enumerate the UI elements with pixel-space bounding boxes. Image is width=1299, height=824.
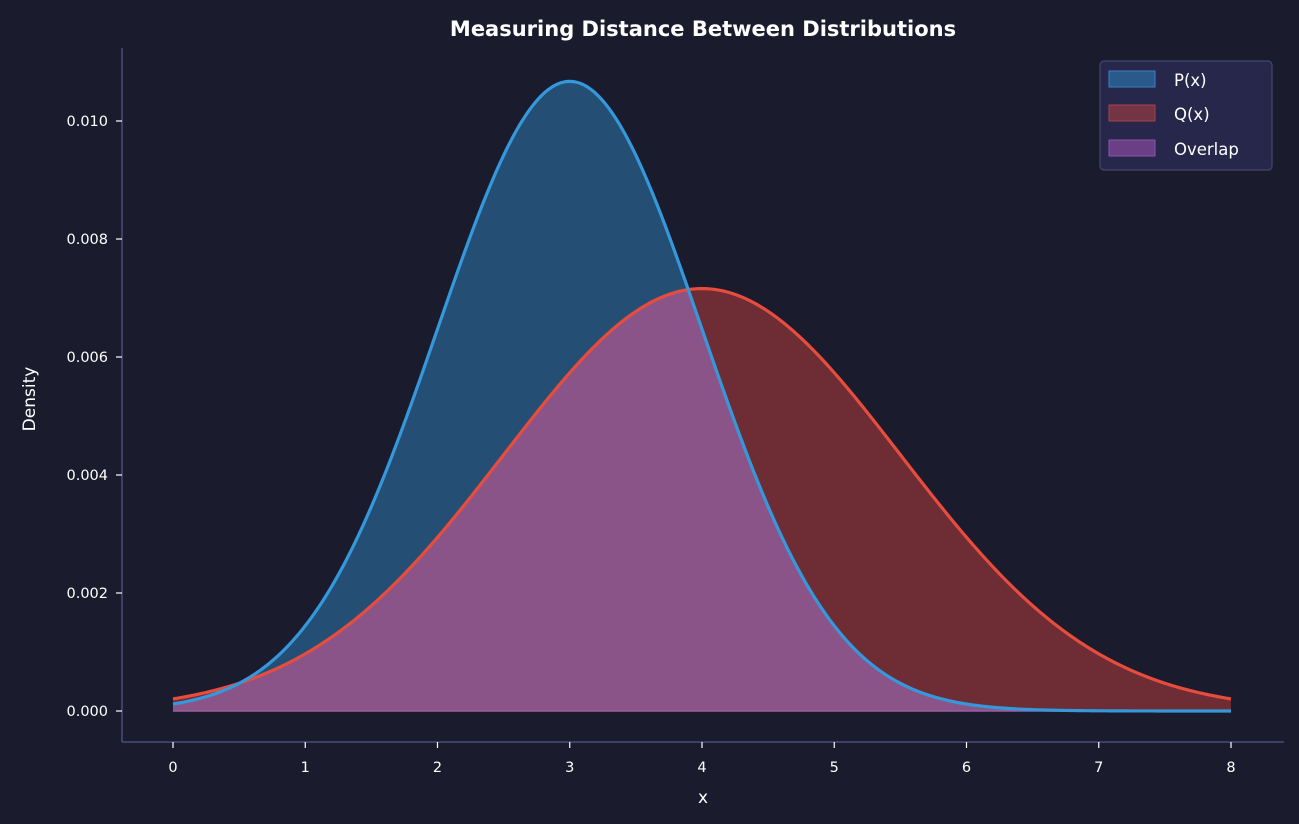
y-tick-label: 0.010: [66, 114, 108, 130]
legend-swatch-q: [1108, 104, 1156, 122]
legend-item-overlap: Overlap: [1108, 139, 1239, 159]
x-tick-label: 2: [433, 760, 442, 776]
y-axis-ticks: 0.000 0.002 0.004 0.006 0.008 0.010: [66, 114, 122, 720]
legend-item-q: Q(x): [1108, 104, 1210, 124]
y-tick-label: 0.002: [66, 586, 108, 602]
chart-title: Measuring Distance Between Distributions: [450, 17, 956, 41]
x-tick-label: 7: [1094, 760, 1103, 776]
x-tick-label: 1: [301, 760, 310, 776]
x-tick-label: 4: [697, 760, 706, 776]
x-tick-label: 0: [168, 760, 177, 776]
axes-spines: [121, 48, 1284, 743]
x-axis-label: x: [698, 788, 708, 808]
legend-label-q: Q(x): [1174, 105, 1210, 124]
x-tick-label: 3: [565, 760, 574, 776]
q-curve: [172, 286, 1232, 701]
legend-label-overlap: Overlap: [1174, 140, 1239, 159]
legend-label-p: P(x): [1174, 71, 1207, 90]
legend-swatch-p: [1108, 70, 1156, 88]
x-tick-label: 6: [962, 760, 971, 776]
plot-area: [172, 79, 1232, 713]
x-axis-ticks: 0 1 2 3 4 5 6 7 8: [168, 742, 1236, 776]
y-tick-label: 0.000: [66, 704, 108, 720]
x-tick-label: 8: [1226, 760, 1235, 776]
y-tick-label: 0.006: [66, 350, 108, 366]
y-tick-label: 0.004: [66, 468, 108, 484]
legend-swatch-overlap: [1108, 139, 1156, 157]
legend-item-p: P(x): [1108, 70, 1207, 90]
overlap-fill-area: [173, 289, 1231, 711]
y-tick-label: 0.008: [66, 232, 108, 248]
y-axis-label: Density: [20, 367, 40, 432]
x-tick-label: 5: [830, 760, 839, 776]
p-curve: [172, 79, 1231, 713]
legend: P(x) Q(x) Overlap: [1099, 60, 1273, 171]
